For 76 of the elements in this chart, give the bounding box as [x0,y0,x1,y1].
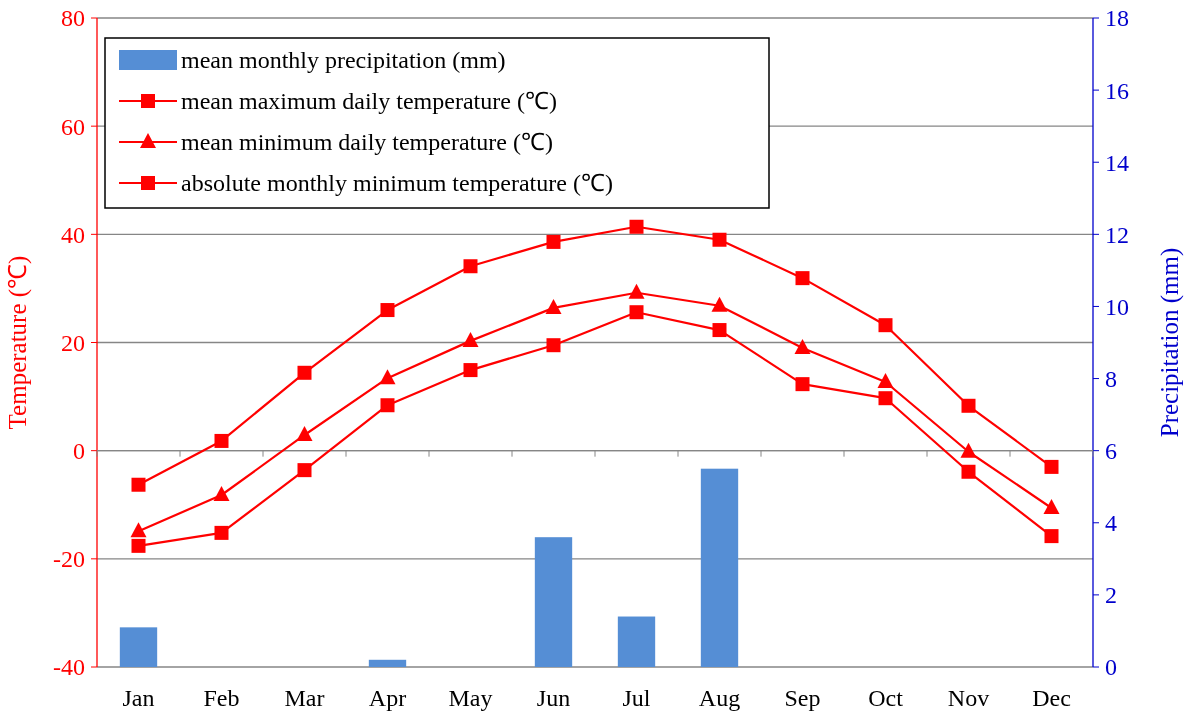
x-tick-label: Mar [284,685,325,711]
point [794,338,811,354]
point [877,372,894,388]
y2-tick-label: 2 [1105,582,1117,609]
y2-tick-label: 16 [1105,77,1129,104]
y-axis-title: Temperature (℃) [4,255,32,430]
y2-tick-label: 18 [1105,5,1129,32]
x-tick-label: Sep [784,685,821,711]
x-tick-label: Feb [203,685,240,711]
bar [700,468,739,667]
point [462,331,479,347]
point [795,271,810,286]
y2-axis-title: Precipitation (mm) [1156,247,1184,438]
bar [368,659,407,667]
x-tick-label: Oct [868,685,904,711]
point [629,219,644,234]
y2-tick-label: 10 [1105,293,1129,320]
point [546,338,561,353]
x-tick-label: Jun [536,685,571,711]
y2-tick-label: 6 [1105,438,1117,465]
point [711,296,728,312]
legend-label: mean monthly precipitation (mm) [181,47,506,74]
point [961,464,976,479]
point [546,234,561,249]
legend-label: mean maximum daily temperature (℃) [181,88,557,115]
y2-tick-label: 14 [1105,149,1129,176]
bar [119,627,158,667]
point [545,298,562,314]
point [214,433,229,448]
point [712,232,727,247]
y-tick-label: -40 [53,654,85,681]
x-tick-label: May [448,685,493,711]
point [213,486,230,502]
point [297,365,312,380]
y2-tick-label: 4 [1105,510,1117,537]
x-tick-label: Jul [622,685,651,711]
y-tick-label: 20 [61,329,85,356]
point [878,391,893,406]
y-tick-label: -20 [53,546,85,573]
point [795,377,810,392]
point [379,369,396,385]
point [131,477,146,492]
point [130,522,147,538]
point [380,398,395,413]
y-tick-label: 60 [61,113,85,140]
point [1043,499,1060,514]
y2-tick-label: 8 [1105,365,1117,392]
point [1044,529,1059,544]
y-tick-label: 80 [61,5,85,32]
point [961,398,976,413]
y-tick-label: 0 [73,438,85,465]
legend-label: absolute monthly minimum temperature (℃) [181,170,613,197]
bar [617,616,656,667]
x-tick-label: Dec [1032,685,1071,711]
point [297,463,312,478]
bar [534,537,573,667]
y2-tick-label: 0 [1105,654,1117,681]
point [878,318,893,333]
point [463,259,478,274]
point [712,323,727,338]
x-tick-label: Aug [698,685,741,711]
x-tick-label: Jan [122,685,155,711]
y-tick-label: 40 [61,221,85,248]
point [1044,459,1059,474]
legend-label: mean minimum daily temperature (℃) [181,129,553,156]
point [131,538,146,553]
point [628,283,645,299]
y2-tick-label: 12 [1105,221,1129,248]
point [960,442,977,458]
point [296,425,313,441]
point [214,525,229,540]
x-tick-label: Apr [368,685,407,711]
point [629,305,644,320]
x-tick-label: Nov [947,685,990,711]
point [463,363,478,378]
point [380,303,395,318]
